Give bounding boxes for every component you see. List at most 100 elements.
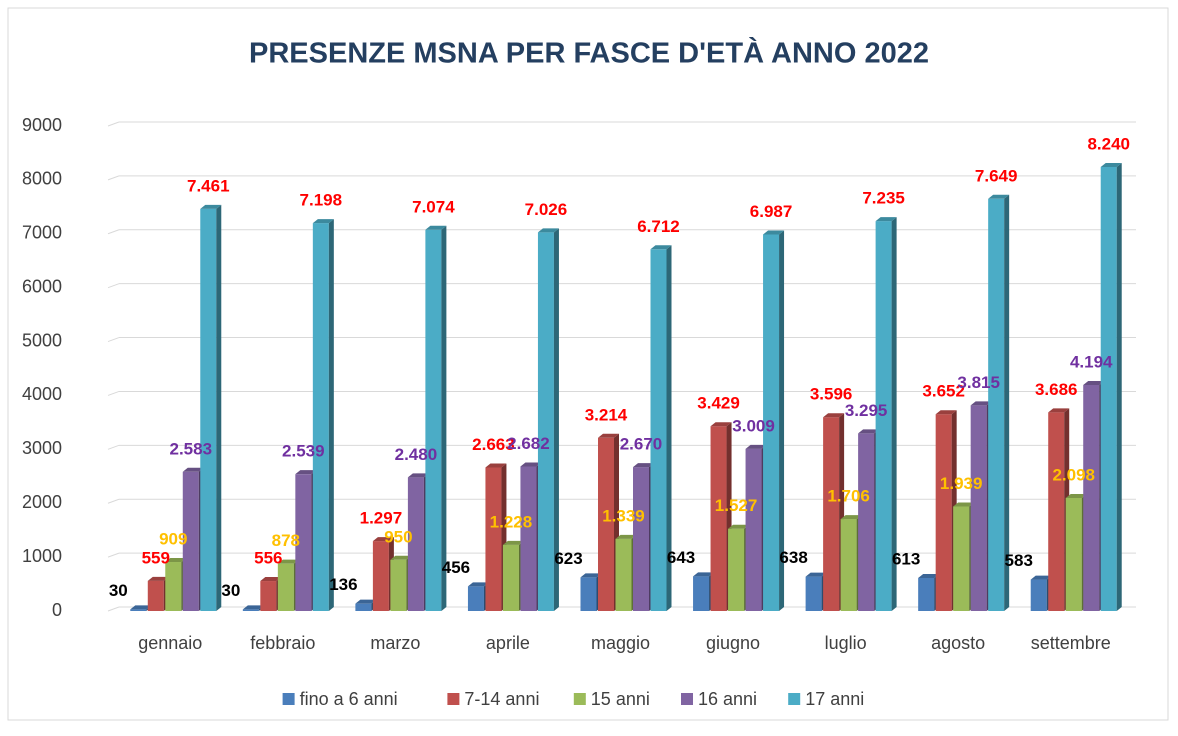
bar xyxy=(763,234,780,611)
bar-top xyxy=(355,599,377,604)
bar-top xyxy=(502,540,524,545)
grid-line-depth xyxy=(107,175,120,181)
bar-side xyxy=(891,217,897,611)
bar-top xyxy=(745,444,767,449)
grid-line-depth xyxy=(107,121,120,127)
bar xyxy=(598,437,614,611)
y-tick-label: 9000 xyxy=(22,115,62,135)
x-tick-label: agosto xyxy=(931,633,985,653)
data-label: 3.652 xyxy=(922,382,965,401)
x-tick-label: luglio xyxy=(825,633,867,653)
data-label: 1.339 xyxy=(602,506,645,525)
bar-top xyxy=(130,605,152,610)
legend-label: fino a 6 anni xyxy=(300,689,398,709)
bar xyxy=(182,471,199,611)
data-label: 2.480 xyxy=(395,445,438,464)
bar xyxy=(580,577,597,611)
data-label: 3.295 xyxy=(845,401,888,420)
bar-top xyxy=(372,537,394,542)
data-label: 613 xyxy=(892,549,920,568)
data-label: 8.240 xyxy=(1087,134,1130,153)
bar xyxy=(1048,412,1065,611)
bar xyxy=(633,467,649,611)
grid-line-depth xyxy=(107,498,120,504)
bar xyxy=(1065,497,1082,611)
bar xyxy=(277,563,294,611)
x-tick-label: giugno xyxy=(706,633,760,653)
bar xyxy=(1083,384,1100,611)
data-label: 2.583 xyxy=(170,439,213,458)
grid-line-depth xyxy=(107,337,120,343)
bar-top xyxy=(918,573,940,578)
data-label: 623 xyxy=(554,549,582,568)
bar-side xyxy=(1116,162,1122,611)
legend-swatch xyxy=(573,693,586,705)
bar-top xyxy=(242,605,264,610)
bar-top xyxy=(537,228,559,233)
bar-top xyxy=(580,573,602,578)
x-tick-label: maggio xyxy=(591,633,650,653)
y-tick-label: 5000 xyxy=(22,330,62,350)
bar xyxy=(485,467,502,611)
bar-top xyxy=(858,429,880,434)
bar-top xyxy=(165,558,187,563)
bar-top xyxy=(147,576,169,581)
bar-top xyxy=(260,577,282,582)
bar-top xyxy=(425,225,447,230)
bar xyxy=(537,232,554,612)
data-label: 1.228 xyxy=(490,512,533,531)
bar xyxy=(650,249,667,611)
bar-top xyxy=(1100,162,1122,167)
bar xyxy=(745,448,762,611)
y-tick-label: 8000 xyxy=(22,169,62,189)
grid-line-depth xyxy=(107,390,120,396)
bar xyxy=(1030,579,1047,611)
bar-side xyxy=(216,204,222,611)
bar xyxy=(875,221,892,611)
bar-side xyxy=(779,230,785,611)
legend-label: 15 anni xyxy=(591,689,650,709)
bar-top xyxy=(650,245,672,250)
bar xyxy=(520,466,537,611)
bar xyxy=(823,417,840,611)
data-label: 2.098 xyxy=(1052,465,1095,484)
bar-top xyxy=(633,463,654,468)
bar xyxy=(953,506,970,611)
bar xyxy=(840,519,857,611)
legend-swatch xyxy=(681,693,693,705)
bar xyxy=(615,538,632,611)
bar xyxy=(728,528,745,611)
legend-label: 7-14 anni xyxy=(464,689,539,709)
bar-side xyxy=(441,225,447,612)
bar xyxy=(372,541,389,611)
bar xyxy=(295,474,312,611)
bar-top xyxy=(875,217,897,222)
bar-side xyxy=(328,219,334,611)
bar-top xyxy=(805,572,827,577)
bar xyxy=(693,576,710,611)
bar-side xyxy=(553,228,559,612)
data-label: 6.712 xyxy=(637,217,680,236)
data-label: 7.235 xyxy=(862,189,905,208)
bar xyxy=(425,229,442,612)
data-label: 2.670 xyxy=(620,435,663,454)
data-label: 4.194 xyxy=(1070,352,1113,371)
bar xyxy=(502,544,519,611)
bar-top xyxy=(277,559,299,564)
y-tick-label: 1000 xyxy=(22,546,62,566)
bar-top xyxy=(200,204,222,209)
bar-top xyxy=(485,463,507,468)
data-label: 3.009 xyxy=(732,416,775,435)
bar xyxy=(805,576,822,611)
data-label: 6.987 xyxy=(750,202,793,221)
bar xyxy=(312,223,329,611)
chart-title: PRESENZE MSNA PER FASCE D'ETÀ ANNO 2022 xyxy=(249,36,929,70)
data-label: 583 xyxy=(1005,551,1033,570)
bar xyxy=(858,433,875,611)
data-label: 3.815 xyxy=(957,373,1000,392)
bar xyxy=(260,581,277,611)
bar-top xyxy=(407,473,429,478)
bar xyxy=(918,577,935,611)
data-label: 2.682 xyxy=(507,434,550,453)
